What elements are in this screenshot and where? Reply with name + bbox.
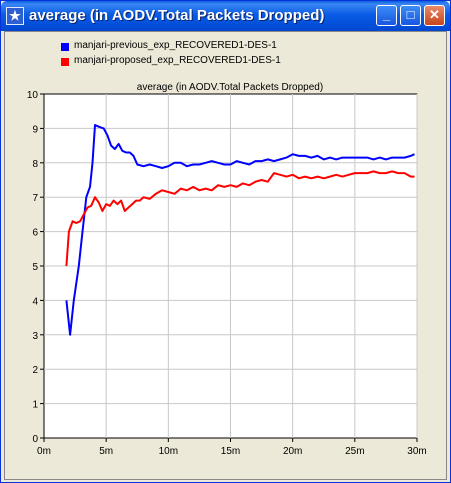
y-tick-label: 9 xyxy=(32,124,38,135)
y-tick-label: 10 xyxy=(27,90,39,101)
legend-label: manjari-previous_exp_RECOVERED1-DES-1 xyxy=(74,40,277,51)
legend-swatch-red xyxy=(61,58,69,66)
chart-title: average (in AODV.Total Packets Dropped) xyxy=(137,82,323,93)
title-bar[interactable]: ★ average (in AODV.Total Packets Dropped… xyxy=(1,1,450,31)
gridlines xyxy=(44,94,418,438)
y-tick-label: 4 xyxy=(32,296,38,307)
x-tick-label: 25m xyxy=(345,446,364,457)
series-lines xyxy=(65,124,415,336)
x-tick-label: 15m xyxy=(221,446,240,457)
minimize-button[interactable]: _ xyxy=(376,5,397,26)
y-tick-label: 6 xyxy=(32,228,38,239)
y-tick-label: 7 xyxy=(32,193,38,204)
close-button[interactable]: ✕ xyxy=(424,5,445,26)
x-tick-label: 0m xyxy=(37,446,51,457)
y-tick-label: 3 xyxy=(32,331,38,342)
x-tick-label: 30m xyxy=(407,446,426,457)
y-tick-label: 1 xyxy=(32,400,38,411)
y-tick-label: 8 xyxy=(32,159,38,170)
line-chart: average (in AODV.Total Packets Dropped) … xyxy=(27,82,427,457)
y-tick-label: 0 xyxy=(32,434,38,445)
x-tick-label: 10m xyxy=(159,446,178,457)
axis-ticks: 0 1 2 3 4 5 6 7 8 9 10 0m 5m 10m 15m 20m 25m 30m xyxy=(27,90,427,457)
maximize-button[interactable]: □ xyxy=(400,5,421,26)
plot-frame xyxy=(4,31,447,480)
legend-swatch-blue xyxy=(61,43,69,51)
series-line-proposed xyxy=(65,170,415,267)
x-tick-label: 20m xyxy=(283,446,302,457)
legend-label: manjari-proposed_exp_RECOVERED1-DES-1 xyxy=(74,55,281,66)
y-tick-label: 2 xyxy=(32,365,38,376)
y-tick-label: 5 xyxy=(32,262,38,273)
graph-area: manjari-previous_exp_RECOVERED1-DES-1 ma… xyxy=(4,31,447,480)
window-title: average (in AODV.Total Packets Dropped) xyxy=(29,7,325,24)
x-tick-label: 5m xyxy=(99,446,113,457)
series-line-previous xyxy=(65,124,415,336)
star-icon[interactable]: ★ xyxy=(6,7,24,25)
